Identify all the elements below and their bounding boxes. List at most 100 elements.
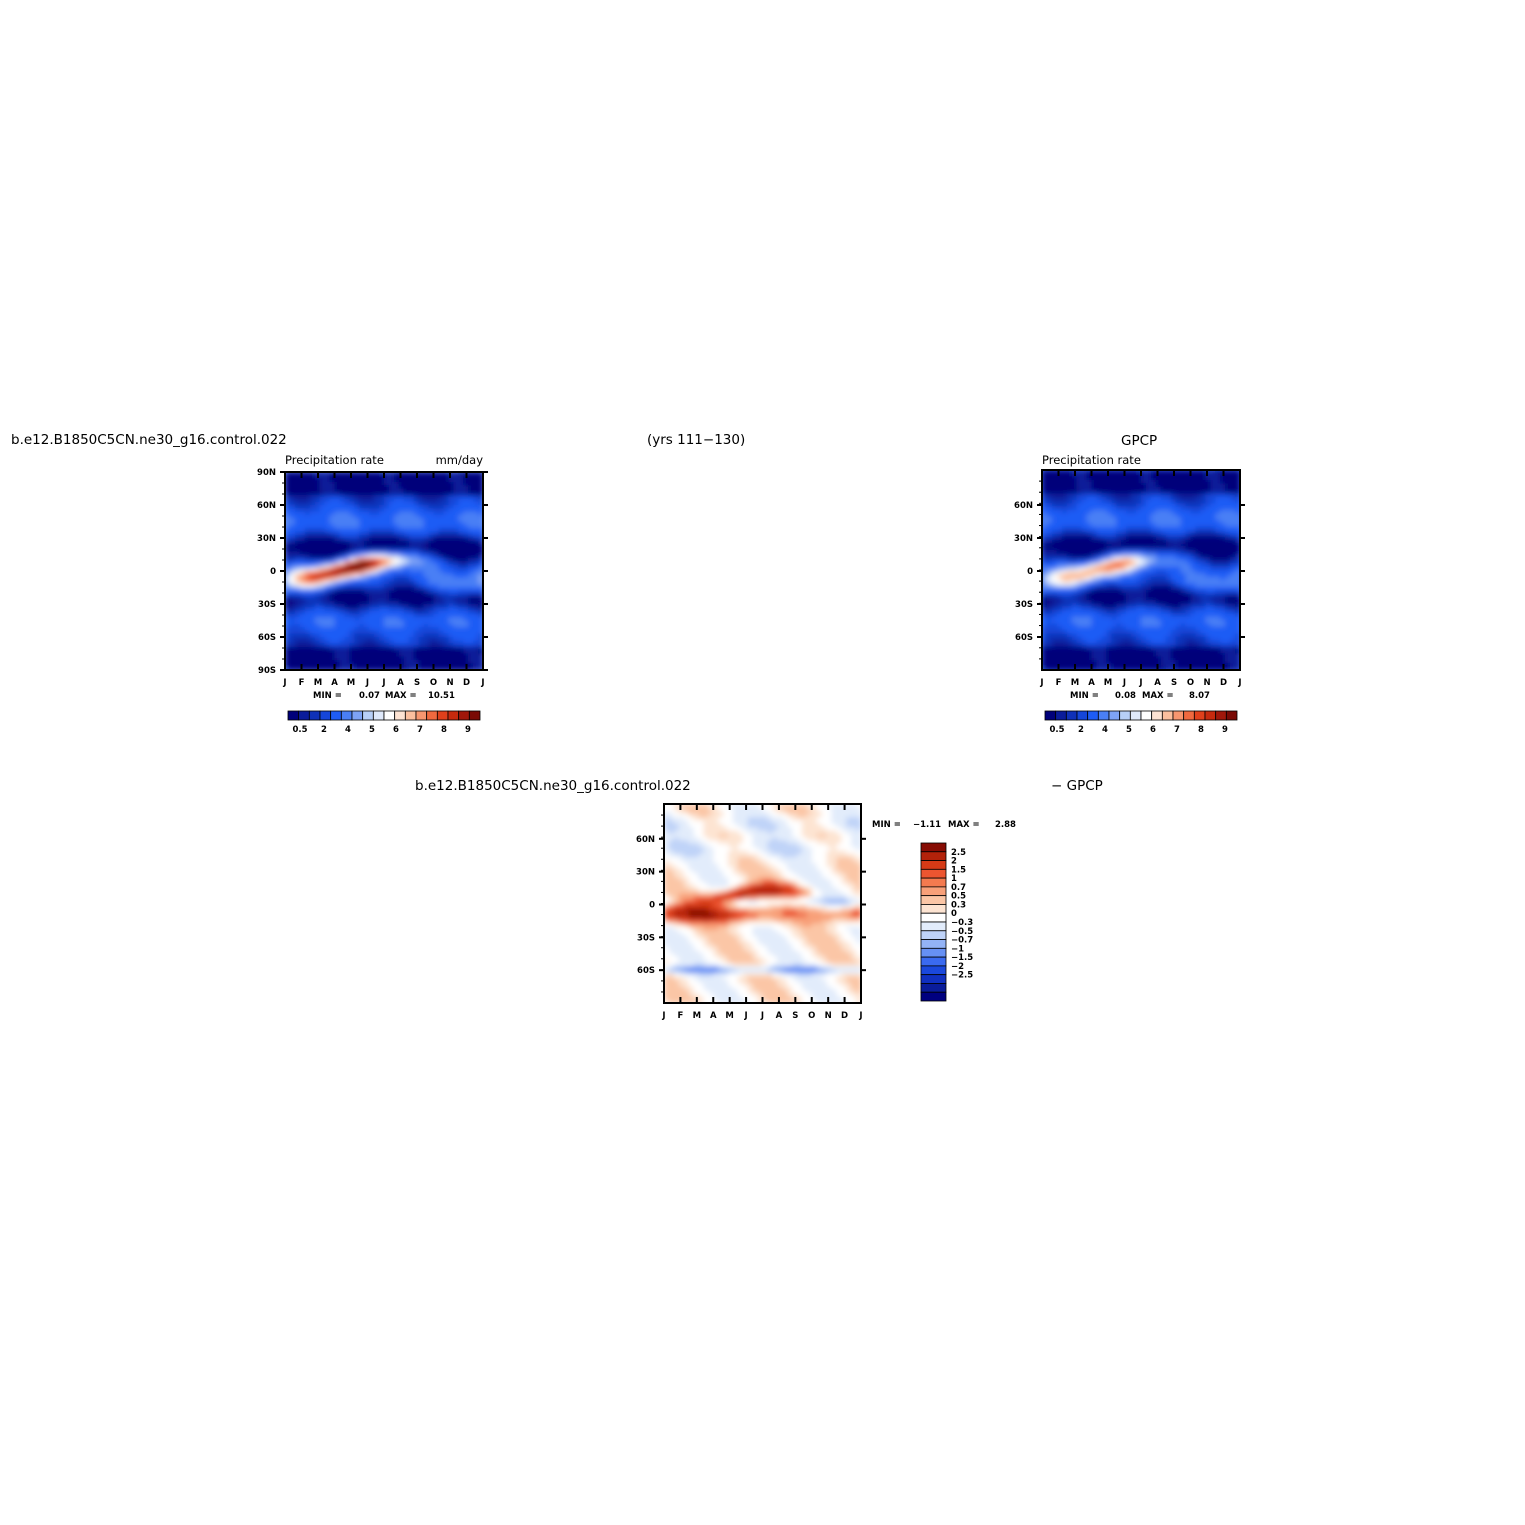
colorbar-label: 8 — [1198, 725, 1204, 735]
colorbar-box — [1076, 710, 1089, 721]
colorbar-box — [920, 930, 947, 940]
colorbar-box — [920, 904, 947, 914]
panel-obs-stats: MIN = 0.08 MAX = 8.07 — [1070, 691, 1210, 701]
x-tick-label: J — [480, 678, 484, 688]
colorbar-box — [383, 710, 396, 721]
panel-obs-title: Precipitation rate — [1042, 453, 1141, 467]
colorbar-label: 1.5 — [951, 865, 966, 875]
panel-model-units: mm/day — [436, 453, 484, 467]
panel-model-min-label: MIN = — [313, 691, 342, 701]
colorbar-box — [447, 710, 460, 721]
colorbar-box — [920, 842, 947, 853]
colorbar-label: 6 — [393, 725, 399, 735]
colorbar-box — [1065, 710, 1078, 721]
panel-obs-max-label: MAX = — [1142, 691, 1174, 701]
panel-diff-max-label: MAX = — [948, 820, 980, 830]
colorbar-box — [920, 851, 947, 861]
colorbar-box — [287, 710, 300, 721]
x-tick-label: M — [1071, 678, 1079, 688]
x-tick-label: M — [314, 678, 322, 688]
x-tick-label: M — [347, 678, 355, 688]
y-tick-label: 0 — [649, 900, 655, 910]
y-tick-label: 0 — [1027, 567, 1033, 577]
y-tick-label: 90N — [257, 468, 276, 478]
colorbar-label: 0.5 — [292, 725, 307, 735]
colorbar-box — [1108, 710, 1121, 721]
panel-diff-y-axis: 60N 30N 0 30S 60S — [636, 814, 866, 993]
diff-minus-obs: − GPCP — [1051, 778, 1103, 794]
panel-model-y-axis: 90N 60N 30N 0 30S 60S 90S — [257, 468, 488, 676]
x-tick-label: A — [1088, 678, 1095, 688]
panel-diff-min-label: MIN = — [872, 820, 901, 830]
panel-obs-max-value: 8.07 — [1189, 691, 1210, 701]
y-tick-label: 30N — [636, 868, 655, 878]
panel-obs-heatmap — [1042, 470, 1240, 670]
panel-model-heatmap — [285, 472, 483, 670]
x-tick-label: J — [1138, 678, 1142, 688]
y-tick-label: 30S — [637, 933, 655, 943]
panel-diff-stats: MIN = −1.11 MAX = 2.88 — [872, 820, 1016, 830]
colorbar-box — [920, 991, 947, 1002]
x-tick-label: N — [446, 678, 453, 688]
x-tick-label: A — [1154, 678, 1161, 688]
panel-model-stats: MIN = 0.07 MAX = 10.51 — [313, 691, 455, 701]
x-tick-label: N — [1203, 678, 1210, 688]
colorbar-box — [920, 912, 947, 923]
x-tick-label: N — [825, 1011, 832, 1021]
colorbar-box — [372, 710, 385, 721]
y-tick-label: 60S — [258, 633, 276, 643]
colorbar-box — [1151, 710, 1163, 721]
colorbar-label: −0.3 — [951, 918, 973, 928]
y-tick-label: 30S — [258, 600, 276, 610]
colorbar-box — [1215, 710, 1227, 721]
x-tick-label: J — [381, 678, 385, 688]
x-tick-label: J — [282, 678, 286, 688]
x-tick-label: O — [430, 678, 437, 688]
x-tick-label: J — [1237, 678, 1241, 688]
colorbar-box — [1183, 710, 1195, 721]
y-tick-label: 0 — [270, 567, 276, 577]
colorbar-label: 8 — [441, 725, 447, 735]
colorbar-label: 2 — [951, 857, 957, 867]
colorbar-box — [298, 710, 310, 721]
colorbar-box — [920, 947, 947, 958]
diff-case-title: b.e12.B1850C5CN.ne30_g16.control.022 — [415, 778, 691, 794]
colorbar-box — [468, 710, 481, 721]
colorbar-label: −2 — [951, 962, 964, 972]
x-tick-label: M — [693, 1011, 701, 1021]
x-tick-label: O — [1187, 678, 1194, 688]
colorbar-label: 4 — [1102, 725, 1108, 735]
colorbar-box — [436, 710, 449, 721]
y-tick-label: 90S — [258, 666, 276, 676]
panel-model-min-value: 0.07 — [359, 691, 380, 701]
colorbar-box — [1044, 710, 1057, 721]
colorbar-box — [1204, 710, 1217, 721]
colorbar-label: −0.5 — [951, 927, 973, 937]
colorbar-box — [330, 710, 342, 721]
colorbar-box — [920, 965, 947, 976]
colorbar-label: 0.5 — [1049, 725, 1064, 735]
colorbar-box — [319, 710, 332, 721]
colorbar-label: 5 — [369, 725, 375, 735]
colorbar-box — [920, 983, 947, 993]
colorbar-box — [920, 956, 947, 967]
colorbar-box — [1140, 710, 1153, 721]
x-tick-label: F — [678, 1011, 684, 1021]
panel-obs-min-label: MIN = — [1070, 691, 1099, 701]
panel-diff-max-value: 2.88 — [995, 820, 1016, 830]
panel-obs-colorbar: 0.5 2 4 5 6 7 8 9 — [1044, 710, 1238, 735]
colorbar-box — [1225, 710, 1238, 721]
colorbar-box — [920, 974, 947, 984]
colorbar-box — [362, 710, 374, 721]
panel-diff-colorbar: 2.521.510.70.50.30−0.3−0.5−0.7−1−1.5−2−2… — [920, 842, 973, 1002]
obs-title: GPCP — [1121, 433, 1157, 449]
y-tick-label: 60N — [1014, 501, 1033, 511]
x-tick-label: J — [1039, 678, 1043, 688]
colorbar-box — [920, 895, 947, 905]
colorbar-box — [1087, 710, 1099, 721]
colorbar-label: 9 — [1222, 725, 1228, 735]
colorbar-box — [920, 886, 947, 897]
